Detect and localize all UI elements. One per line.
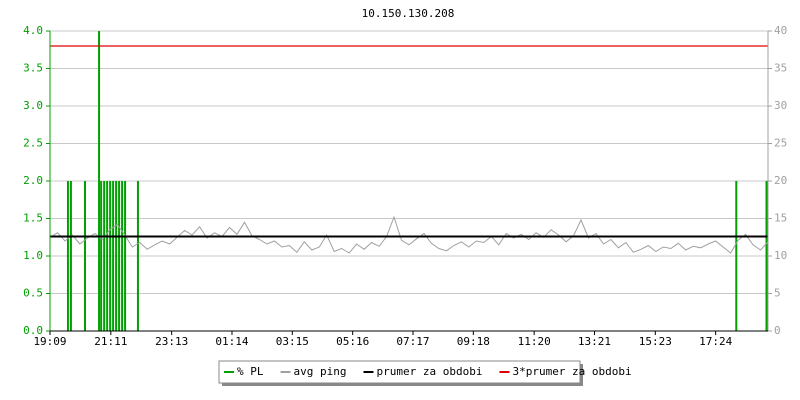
x-tick-label: 03:15 [276,335,309,348]
y2-tick-label: 20 [774,174,787,187]
y2-tick-label: 40 [774,24,787,37]
y-tick-label: 0.5 [23,287,43,300]
ping-line [49,215,769,254]
y-tick-label: 3.0 [23,99,43,112]
y2-tick-label: 30 [774,99,787,112]
y2-tick-label: 10 [774,249,787,262]
y-tick-label: 0.0 [23,324,43,337]
x-tick-label: 19:09 [33,335,66,348]
x-tick-label: 01:14 [215,335,248,348]
y-tick-label: 2.0 [23,174,43,187]
legend-label: avg ping [294,365,347,378]
x-tick-label: 09:18 [457,335,490,348]
y2-tick-label: 25 [774,137,787,150]
y2-tick-label: 0 [774,324,781,337]
x-tick-label: 07:17 [396,335,429,348]
y-tick-label: 4.0 [23,24,43,37]
y2-tick-label: 5 [774,287,781,300]
x-tick-label: 15:23 [639,335,672,348]
legend-label: % PL [237,365,264,378]
chart-title: 10.150.130.208 [362,7,455,20]
x-tick-label: 11:20 [518,335,551,348]
y-tick-label: 3.5 [23,62,43,75]
x-tick-label: 17:24 [699,335,732,348]
legend-label: prumer za obdobi [376,365,482,378]
y-tick-label: 1.5 [23,212,43,225]
x-tick-label: 05:16 [336,335,369,348]
legend-box [218,360,581,384]
y2-tick-label: 35 [774,62,787,75]
y-tick-label: 2.5 [23,137,43,150]
y-tick-label: 1.0 [23,249,43,262]
legend-label: 3*prumer za obdobi [512,365,631,378]
x-tick-label: 21:11 [94,335,127,348]
x-tick-label: 13:21 [578,335,611,348]
y2-tick-label: 15 [774,212,787,225]
x-tick-label: 23:13 [155,335,188,348]
